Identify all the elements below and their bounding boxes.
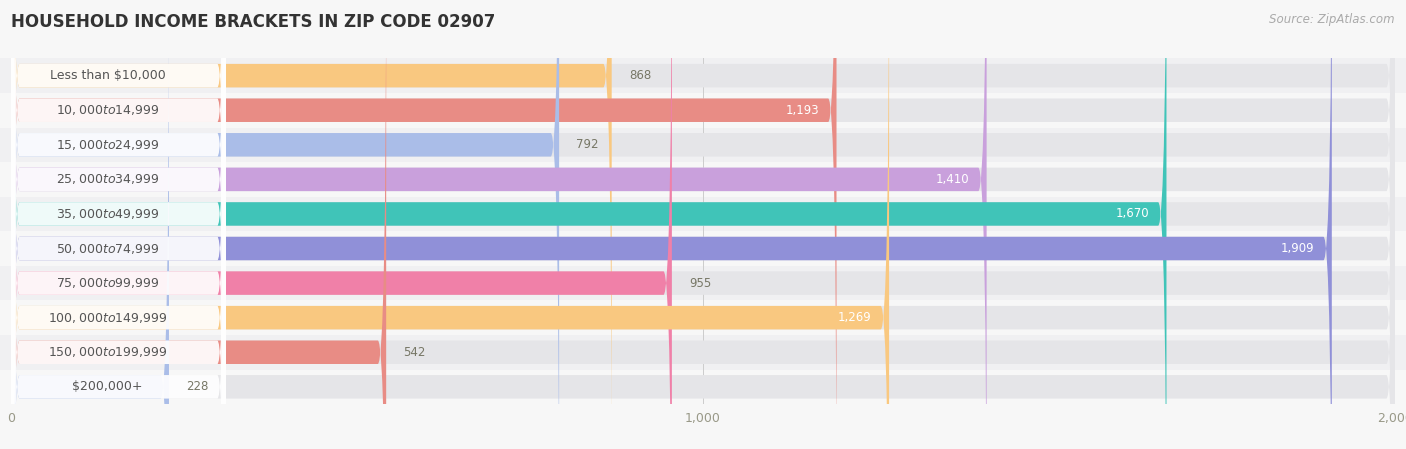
FancyBboxPatch shape (11, 0, 1395, 449)
FancyBboxPatch shape (11, 0, 1395, 449)
FancyBboxPatch shape (0, 300, 1406, 335)
FancyBboxPatch shape (11, 0, 1395, 449)
Text: 1,193: 1,193 (786, 104, 820, 117)
Text: 868: 868 (628, 69, 651, 82)
FancyBboxPatch shape (11, 0, 1395, 449)
Text: 542: 542 (404, 346, 426, 359)
Text: $200,000+: $200,000+ (73, 380, 143, 393)
FancyBboxPatch shape (11, 0, 1395, 449)
Text: $15,000 to $24,999: $15,000 to $24,999 (56, 138, 159, 152)
FancyBboxPatch shape (11, 0, 226, 449)
FancyBboxPatch shape (0, 197, 1406, 231)
FancyBboxPatch shape (11, 0, 1167, 449)
FancyBboxPatch shape (11, 0, 889, 449)
FancyBboxPatch shape (11, 0, 1395, 449)
Text: 1,410: 1,410 (936, 173, 969, 186)
FancyBboxPatch shape (11, 0, 560, 449)
FancyBboxPatch shape (0, 266, 1406, 300)
FancyBboxPatch shape (11, 0, 672, 449)
FancyBboxPatch shape (11, 0, 387, 449)
FancyBboxPatch shape (0, 58, 1406, 93)
FancyBboxPatch shape (11, 0, 226, 449)
FancyBboxPatch shape (0, 335, 1406, 370)
FancyBboxPatch shape (11, 0, 987, 449)
FancyBboxPatch shape (11, 0, 226, 449)
Text: $35,000 to $49,999: $35,000 to $49,999 (56, 207, 159, 221)
FancyBboxPatch shape (11, 0, 837, 449)
Text: 228: 228 (186, 380, 208, 393)
Text: HOUSEHOLD INCOME BRACKETS IN ZIP CODE 02907: HOUSEHOLD INCOME BRACKETS IN ZIP CODE 02… (11, 13, 496, 31)
Text: Source: ZipAtlas.com: Source: ZipAtlas.com (1270, 13, 1395, 26)
Text: 1,670: 1,670 (1115, 207, 1149, 220)
FancyBboxPatch shape (11, 0, 1395, 449)
Text: 955: 955 (689, 277, 711, 290)
Text: $150,000 to $199,999: $150,000 to $199,999 (48, 345, 167, 359)
FancyBboxPatch shape (11, 0, 226, 449)
FancyBboxPatch shape (11, 0, 169, 449)
FancyBboxPatch shape (11, 0, 1395, 449)
Text: 1,269: 1,269 (838, 311, 872, 324)
FancyBboxPatch shape (11, 0, 1395, 449)
FancyBboxPatch shape (0, 128, 1406, 162)
FancyBboxPatch shape (0, 370, 1406, 404)
Text: $10,000 to $14,999: $10,000 to $14,999 (56, 103, 159, 117)
FancyBboxPatch shape (11, 0, 226, 449)
FancyBboxPatch shape (11, 0, 226, 449)
Text: $75,000 to $99,999: $75,000 to $99,999 (56, 276, 159, 290)
FancyBboxPatch shape (11, 0, 226, 449)
FancyBboxPatch shape (11, 0, 226, 449)
FancyBboxPatch shape (0, 93, 1406, 128)
Text: 1,909: 1,909 (1281, 242, 1315, 255)
FancyBboxPatch shape (0, 162, 1406, 197)
FancyBboxPatch shape (0, 231, 1406, 266)
Text: $50,000 to $74,999: $50,000 to $74,999 (56, 242, 159, 255)
FancyBboxPatch shape (11, 0, 226, 449)
Text: $100,000 to $149,999: $100,000 to $149,999 (48, 311, 167, 325)
FancyBboxPatch shape (11, 0, 226, 449)
Text: $25,000 to $34,999: $25,000 to $34,999 (56, 172, 159, 186)
FancyBboxPatch shape (11, 0, 1331, 449)
FancyBboxPatch shape (11, 0, 1395, 449)
FancyBboxPatch shape (11, 0, 612, 449)
Text: Less than $10,000: Less than $10,000 (49, 69, 166, 82)
Text: 792: 792 (576, 138, 599, 151)
